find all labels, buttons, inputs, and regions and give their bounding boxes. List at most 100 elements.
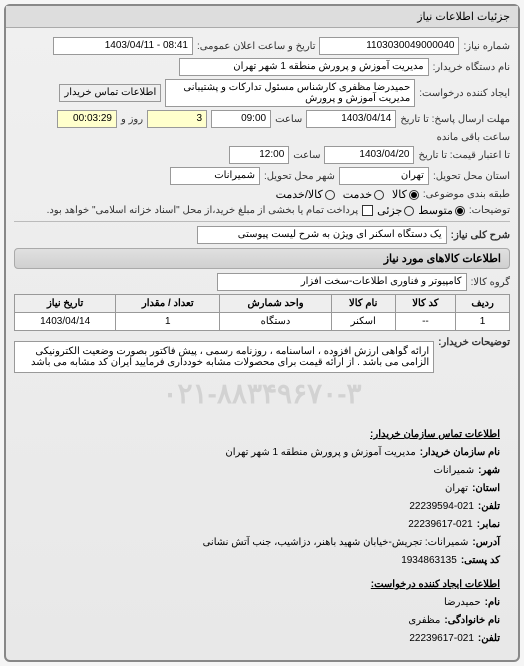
td-4: 1: [116, 313, 220, 331]
contact-org-key: شهر:: [478, 462, 500, 480]
th-5: تاریخ نیاز: [15, 295, 116, 313]
buyer-org-label: نام دستگاه خریدار:: [433, 62, 510, 73]
request-number-label: شماره نیاز:: [463, 41, 510, 52]
contact-org-val: 22239617-021: [408, 516, 473, 534]
contact-org-key: کد پستی:: [461, 552, 500, 570]
payment-note-label: توضیحات:: [469, 205, 510, 216]
contact-org-row: استان:تهران: [24, 480, 500, 498]
deadline-send-time-label: ساعت: [275, 114, 302, 125]
deadline-send-date: 1403/04/14: [306, 110, 396, 128]
td-2: اسکنر: [331, 313, 395, 331]
payment-radio-0[interactable]: متوسط: [418, 204, 465, 217]
deliver-loc-field: تهران: [339, 167, 429, 185]
contact-org-row: نام سازمان خریدار: مدیریت آموزش و پرورش م…: [24, 444, 500, 462]
budget-radio-2[interactable]: کالا/خدمت: [276, 188, 335, 201]
contact-req-key: نام خانوادگی:: [444, 612, 500, 630]
budget-radio-1[interactable]: خدمت: [343, 188, 384, 201]
td-5: 1403/04/14: [15, 313, 116, 331]
th-2: نام کالا: [331, 295, 395, 313]
goods-group-field: کامپیوتر و فناوری اطلاعات-سخت افزار: [217, 273, 467, 291]
contact-org-val: 22239594-021: [409, 498, 474, 516]
td-1: --: [395, 313, 456, 331]
contact-req-key: نام:: [485, 594, 500, 612]
contact-req-row: نام خانوادگی:مظفری: [24, 612, 500, 630]
contact-org-row: نمابر:22239617-021: [24, 516, 500, 534]
deliver-city-field: شمیرانات: [170, 167, 260, 185]
need-title-label: شرح کلی نیاز:: [451, 230, 510, 241]
th-4: تعداد / مقدار: [116, 295, 220, 313]
contact-buyer-button[interactable]: اطلاعات تماس خریدار: [59, 84, 161, 102]
budget-radio-0[interactable]: کالا: [392, 188, 419, 201]
contact-org-title: اطلاعات تماس سازمان خریدار:: [24, 426, 500, 444]
announce-label: تاریخ و ساعت اعلان عمومی:: [197, 41, 316, 52]
goods-info-title: اطلاعات کالاهای مورد نیاز: [14, 248, 510, 269]
main-panel: جزئیات اطلاعات نیاز شماره نیاز: 11030300…: [4, 4, 520, 662]
radio-dot-icon: [325, 190, 335, 200]
radio-dot-icon: [455, 206, 465, 216]
requester-field: حمیدرضا مظفری کارشناس مسئول تدارکات و پش…: [165, 79, 415, 107]
th-1: کد کالا: [395, 295, 456, 313]
deadline-send-time: 09:00: [211, 110, 271, 128]
deliver-city-label: شهر محل تحویل:: [264, 171, 335, 182]
contact-req-val: 22239617-021: [409, 630, 474, 648]
need-title-field: یک دستگاه اسکنر ای ویژن به شرح لیست پیوس…: [197, 226, 447, 244]
contact-org-row: آدرس:شمیرانات: تجریش-خیابان شهید باهنر، …: [24, 534, 500, 552]
deadline-valid-time-label: ساعت: [293, 150, 320, 161]
contact-org-key: استان:: [472, 480, 500, 498]
deadline-send-label: مهلت ارسال پاسخ: تا تاریخ: [400, 114, 510, 125]
request-number-field: 1103030049000040: [319, 37, 459, 55]
goods-table: ردیف کد کالا نام کالا واحد شمارش تعداد /…: [14, 294, 510, 331]
radio-dot-icon: [404, 206, 414, 216]
th-0: ردیف: [456, 295, 510, 313]
contact-org-val: شمیرانات: تجریش-خیابان شهید باهنر، دزاشی…: [203, 534, 469, 552]
contact-org-val: شمیرانات: [433, 462, 474, 480]
contact-org-key: نمابر:: [477, 516, 500, 534]
contact-org-key: نام سازمان خریدار:: [420, 444, 500, 462]
deadline-days-label: روز و: [121, 114, 143, 125]
contact-org-val: مدیریت آموزش و پرورش منطقه 1 شهر تهران: [225, 444, 415, 462]
deadline-valid-time: 12:00: [229, 146, 289, 164]
contact-org-block: اطلاعات تماس سازمان خریدار: نام سازمان خ…: [14, 414, 510, 654]
contact-req-val: حمیدرضا: [444, 594, 481, 612]
radio-dot-icon: [374, 190, 384, 200]
td-0: 1: [456, 313, 510, 331]
form-section: شماره نیاز: 1103030049000040 تاریخ و ساع…: [6, 28, 518, 660]
contact-org-key: تلفن:: [478, 498, 500, 516]
contact-req-title: اطلاعات ایجاد کننده درخواست:: [24, 576, 500, 594]
table-row: 1 -- اسکنر دستگاه 1 1403/04/14: [15, 313, 510, 331]
buyer-note-text: ارائه گواهی ارزش افزوده ، اساسنامه ، روز…: [14, 341, 434, 373]
announce-field: 08:41 - 1403/04/11: [53, 37, 193, 55]
contact-req-val: مظفری: [408, 612, 440, 630]
deadline-valid-label: تا اعتبار قیمت: تا تاریخ: [418, 150, 510, 161]
treasury-checkbox[interactable]: [362, 205, 373, 216]
background-phone: ۰۲۱-۸۸۳۴۹۶۷۰-۳: [14, 377, 510, 410]
contact-req-row: نام: حمیدرضا: [24, 594, 500, 612]
budget-type-group: کالا خدمت کالا/خدمت: [276, 188, 419, 201]
th-3: واحد شمارش: [220, 295, 331, 313]
contact-req-row: تلفن:22239617-021: [24, 630, 500, 648]
deadline-rem-label: ساعت باقی مانده: [437, 132, 510, 143]
divider: [14, 221, 510, 222]
contact-org-row: شهر:شمیرانات: [24, 462, 500, 480]
contact-org-val: 1934863135: [401, 552, 457, 570]
requester-label: ایجاد کننده درخواست:: [419, 88, 510, 99]
contact-req-key: تلفن:: [478, 630, 500, 648]
contact-org-row: کد پستی:1934863135: [24, 552, 500, 570]
table-header-row: ردیف کد کالا نام کالا واحد شمارش تعداد /…: [15, 295, 510, 313]
contact-org-val: تهران: [445, 480, 468, 498]
deadline-days: 3: [147, 110, 207, 128]
goods-group-label: گروه کالا:: [471, 277, 510, 288]
contact-org-row: تلفن:22239594-021: [24, 498, 500, 516]
budget-type-label: طبقه بندی موضوعی:: [423, 189, 510, 200]
deadline-rem: 00:03:29: [57, 110, 117, 128]
tab-header: جزئیات اطلاعات نیاز: [6, 6, 518, 28]
deliver-loc-label: استان محل تحویل:: [433, 171, 510, 182]
payment-radio-1[interactable]: جزئی: [377, 204, 414, 217]
treasury-label: پرداخت تمام یا بخشی از مبلغ خرید،از محل …: [47, 205, 359, 216]
buyer-org-field: مدیریت آموزش و پرورش منطقه 1 شهر تهران: [179, 58, 429, 76]
radio-dot-icon: [409, 190, 419, 200]
buyer-note-label: توضیحات خریدار:: [438, 337, 510, 348]
deadline-valid-date: 1403/04/20: [324, 146, 414, 164]
contact-org-key: آدرس:: [472, 534, 500, 552]
td-3: دستگاه: [220, 313, 331, 331]
